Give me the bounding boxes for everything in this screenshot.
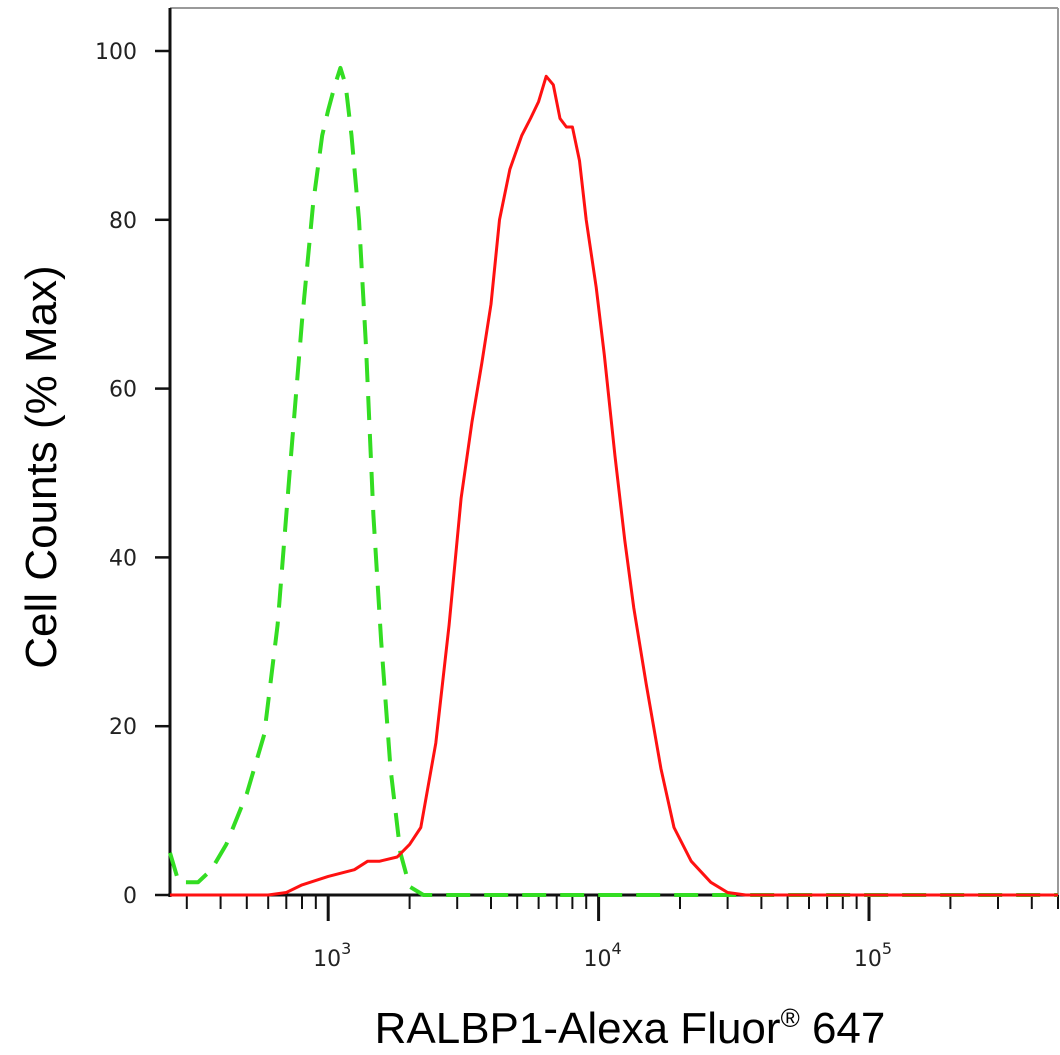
x-axis-title-registered-mark: ® [781,1003,800,1033]
y-axis-ticks: 0 20 40 60 80 100 [95,40,170,909]
x-axis-ticks: 103 104 105 [185,895,1059,972]
y-axis-title: Cell Counts (% Max) [17,265,66,668]
y-tick-label: 80 [109,209,137,234]
y-tick-label: 100 [95,40,137,65]
x-tick-label: 104 [584,939,622,972]
histogram-series [168,65,1058,897]
y-tick-label: 0 [123,884,137,909]
x-tick-label: 103 [313,939,351,972]
x-axis-title: RALBP1-Alexa Fluor® 647 [375,1003,886,1053]
x-axis-title-main: RALBP1-Alexa Fluor [375,1004,781,1053]
sample-histogram-line [170,74,1058,897]
control-histogram-line [168,65,1058,897]
x-axis-title-suffix: 647 [800,1004,886,1053]
y-tick-label: 20 [109,715,137,740]
y-tick-label: 60 [109,378,137,403]
x-tick-label: 105 [854,939,892,972]
y-tick-label: 40 [109,546,137,571]
